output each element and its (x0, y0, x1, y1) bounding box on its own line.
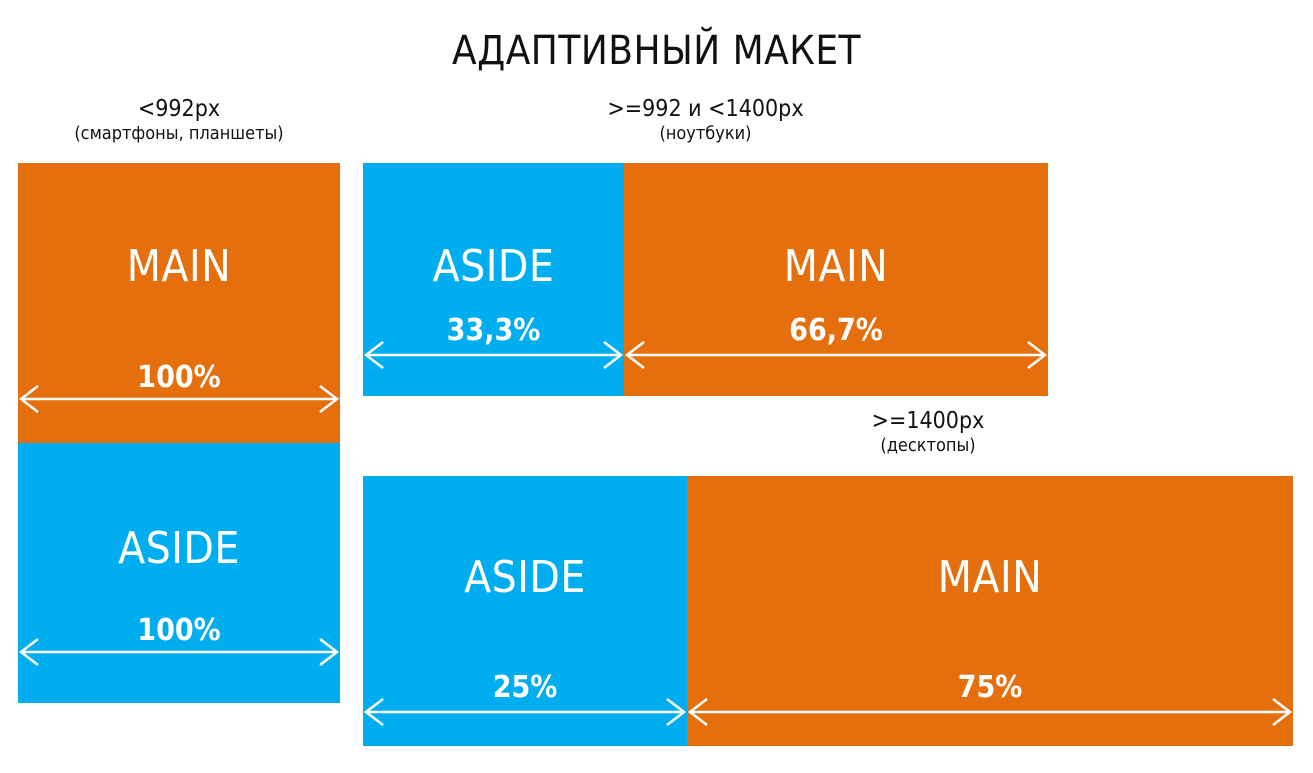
breakpoint-range: <992px (137, 96, 221, 122)
breakpoint-devices: (смартфоны, планшеты) (74, 123, 284, 144)
block-width: 66,7% (789, 313, 883, 348)
breakpoint-devices: (ноутбуки) (659, 123, 752, 144)
mobile-aside-block: ASIDE 100% (18, 443, 340, 703)
mobile-main-block: MAIN 100% (18, 163, 340, 443)
desktop-main-block: MAIN 75% (687, 476, 1293, 746)
width-arrow-icon (363, 341, 624, 369)
block-width: 33,3% (446, 313, 541, 348)
block-label: MAIN (937, 552, 1043, 603)
breakpoint-desktop-caption: >=1400px (десктопы) (363, 408, 1313, 457)
desktop-aside-block: ASIDE 25% (363, 476, 687, 746)
block-width: 25% (492, 670, 558, 705)
breakpoint-laptop-caption: >=992 и <1400px (ноутбуки) (363, 96, 1048, 145)
width-arrow-icon (687, 698, 1293, 726)
block-label: ASIDE (432, 241, 555, 292)
block-label: MAIN (126, 241, 232, 292)
block-label: MAIN (783, 241, 889, 292)
width-arrow-icon (18, 638, 340, 666)
block-width: 100% (137, 613, 221, 648)
breakpoint-devices: (десктопы) (880, 435, 976, 456)
breakpoint-mobile-caption: <992px (смартфоны, планшеты) (18, 96, 340, 145)
width-arrow-icon (624, 341, 1048, 369)
block-width: 100% (137, 360, 221, 395)
laptop-aside-block: ASIDE 33,3% (363, 163, 624, 396)
block-width: 75% (957, 670, 1023, 705)
laptop-main-block: MAIN 66,7% (624, 163, 1048, 396)
block-label: ASIDE (464, 552, 586, 603)
diagram-title: АДАПТИВНЫЙ МАКЕТ (451, 28, 862, 74)
width-arrow-icon (18, 385, 340, 413)
breakpoint-range: >=1400px (871, 408, 985, 434)
width-arrow-icon (363, 698, 687, 726)
breakpoint-range: >=992 и <1400px (607, 96, 804, 122)
block-label: ASIDE (118, 523, 240, 574)
